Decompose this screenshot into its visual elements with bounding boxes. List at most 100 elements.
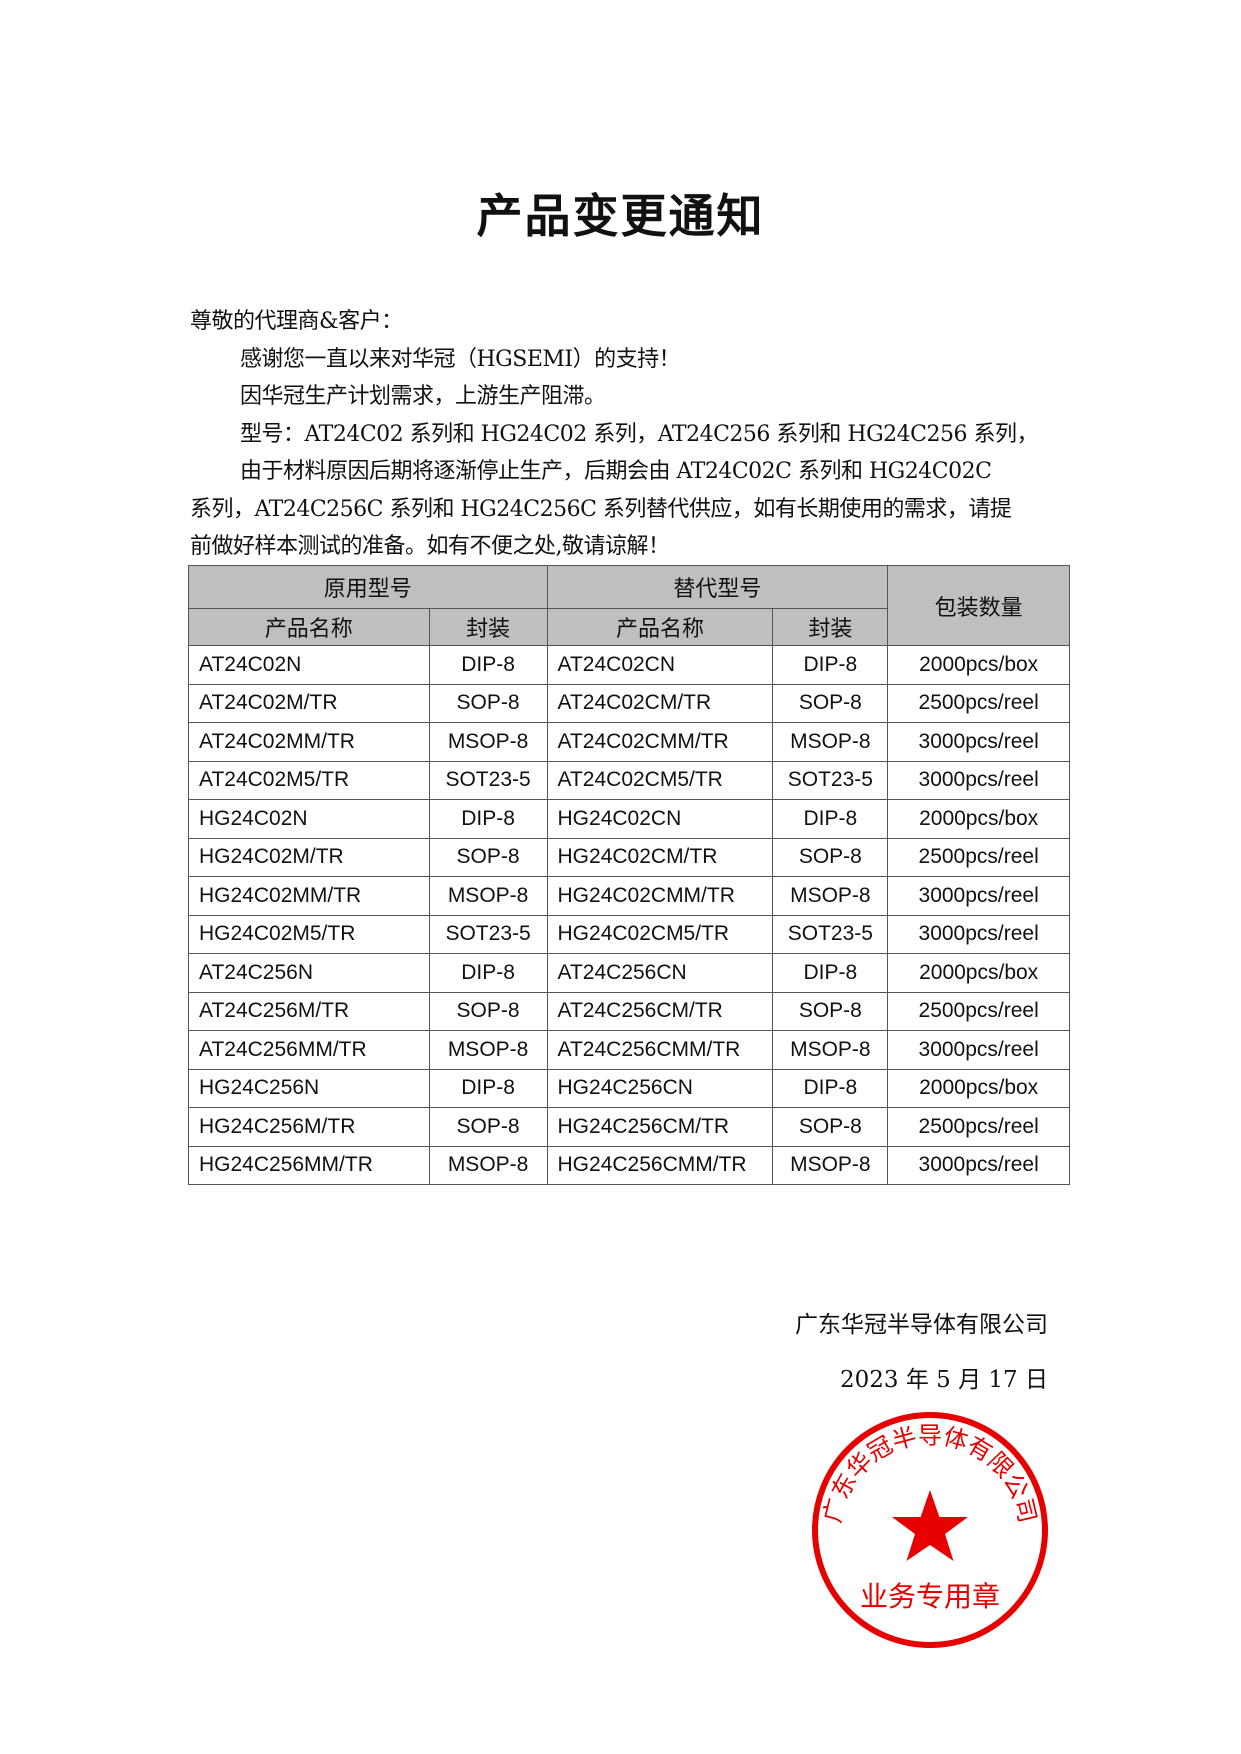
header-product-name: 产品名称: [188, 608, 430, 646]
original-product-name-cell: HG24C02N: [188, 799, 430, 839]
original-package-cell: SOP-8: [428, 1107, 548, 1147]
body-line: 前做好样本测试的准备。如有不便之处,敬请谅解！: [190, 534, 670, 559]
original-product-name-cell: HG24C02M/TR: [188, 837, 430, 877]
replacement-product-name-cell: AT24C02CN: [546, 645, 774, 685]
notice-body: 尊敬的代理商&客户： 感谢您一直以来对华冠（HGSEMI）的支持！ 因华冠生产计…: [190, 303, 1052, 566]
package-quantity-cell: 3000pcs/reel: [887, 1145, 1070, 1185]
replacement-product-name-cell: HG24C02CM/TR: [546, 837, 774, 877]
replacement-product-name-cell: HG24C02CM5/TR: [546, 914, 774, 954]
original-product-name-cell: HG24C256N: [188, 1068, 430, 1108]
table-row: AT24C256N DIP-8 AT24C256CN DIP-8 2000pcs/box: [188, 953, 1070, 993]
replacement-package-cell: MSOP-8: [772, 1030, 889, 1070]
replacement-product-name-cell: HG24C256CMM/TR: [546, 1145, 774, 1185]
original-product-name-cell: AT24C256N: [188, 953, 430, 993]
table-row: HG24C02N DIP-8 HG24C02CN DIP-8 2000pcs/box: [188, 799, 1070, 839]
body-line: 型号：AT24C02 系列和 HG24C02 系列，AT24C256 系列和 H…: [240, 421, 1038, 447]
table-row: HG24C256MM/TR MSOP-8 HG24C256CMM/TR MSOP-8 3…: [188, 1145, 1070, 1185]
table-row: HG24C02MM/TR MSOP-8 HG24C02CMM/TR MSOP-8 300…: [188, 876, 1070, 916]
body-line: 因华冠生产计划需求，上游生产阻滞。: [240, 384, 606, 409]
signature-date: 2023 年 5 月 17 日: [840, 1367, 1048, 1393]
table-row: AT24C02M5/TR SOT23-5 AT24C02CM5/TR SOT23-5 3…: [188, 760, 1070, 800]
original-product-name-cell: AT24C02N: [188, 645, 430, 685]
body-line: 感谢您一直以来对华冠（HGSEMI）的支持！: [240, 346, 681, 372]
replacement-product-name-cell: AT24C256CN: [546, 953, 774, 993]
package-quantity-cell: 2000pcs/box: [887, 953, 1070, 993]
replacement-package-cell: SOP-8: [772, 991, 889, 1031]
original-product-name-cell: HG24C02MM/TR: [188, 876, 430, 916]
greeting: 尊敬的代理商&客户：: [190, 309, 403, 334]
replacement-package-cell: SOP-8: [772, 683, 889, 723]
package-quantity-cell: 2000pcs/box: [887, 1068, 1070, 1108]
original-package-cell: SOP-8: [428, 991, 548, 1031]
package-quantity-cell: 2500pcs/reel: [887, 991, 1070, 1031]
replacement-package-cell: MSOP-8: [772, 722, 889, 762]
header-package: 封装: [772, 608, 889, 646]
body-line: 由于材料原因后期将逐渐停止生产，后期会由 AT24C02C 系列和 HG24C0…: [240, 459, 992, 484]
replacement-package-cell: SOT23-5: [772, 914, 889, 954]
header-product-name: 产品名称: [546, 608, 774, 646]
package-quantity-cell: 3000pcs/reel: [887, 914, 1070, 954]
table-row: AT24C02N DIP-8 AT24C02CN DIP-8 2000pcs/box: [188, 645, 1070, 685]
package-quantity-cell: 2500pcs/reel: [887, 1107, 1070, 1147]
original-package-cell: DIP-8: [428, 953, 548, 993]
original-package-cell: SOP-8: [428, 683, 548, 723]
package-quantity-cell: 3000pcs/reel: [887, 1030, 1070, 1070]
table-row: AT24C02M/TR SOP-8 AT24C02CM/TR SOP-8 2500pcs…: [188, 683, 1070, 723]
package-quantity-cell: 2000pcs/box: [887, 645, 1070, 685]
table-row: HG24C256M/TR SOP-8 HG24C256CM/TR SOP-8 2500p…: [188, 1107, 1070, 1147]
package-quantity-cell: 2500pcs/reel: [887, 683, 1070, 723]
original-product-name-cell: AT24C02M5/TR: [188, 760, 430, 800]
header-package: 封装: [428, 608, 548, 646]
package-quantity-cell: 3000pcs/reel: [887, 722, 1070, 762]
seal-ring: [812, 1412, 1048, 1648]
package-quantity-cell: 3000pcs/reel: [887, 760, 1070, 800]
replacement-package-cell: DIP-8: [772, 953, 889, 993]
replacement-product-name-cell: HG24C256CN: [546, 1068, 774, 1108]
header-replacement-model: 替代型号: [546, 565, 889, 609]
replacement-package-cell: MSOP-8: [772, 1145, 889, 1185]
replacement-product-name-cell: AT24C02CM/TR: [546, 683, 774, 723]
company-name: 广东华冠半导体有限公司: [795, 1312, 1048, 1338]
replacement-product-name-cell: AT24C02CMM/TR: [546, 722, 774, 762]
original-product-name-cell: AT24C256M/TR: [188, 991, 430, 1031]
original-package-cell: SOT23-5: [428, 760, 548, 800]
table-row: AT24C02MM/TR MSOP-8 AT24C02CMM/TR MSOP-8 300…: [188, 722, 1070, 762]
replacement-product-name-cell: HG24C256CM/TR: [546, 1107, 774, 1147]
replacement-package-cell: DIP-8: [772, 645, 889, 685]
replacement-package-cell: SOT23-5: [772, 760, 889, 800]
replacement-product-name-cell: HG24C02CN: [546, 799, 774, 839]
original-package-cell: MSOP-8: [428, 1030, 548, 1070]
company-seal: 广东华冠半导体有限公司 业务专用章: [812, 1412, 1048, 1648]
table-row: HG24C02M5/TR SOT23-5 HG24C02CM5/TR SOT23-5 3…: [188, 914, 1070, 954]
original-product-name-cell: HG24C256M/TR: [188, 1107, 430, 1147]
replacement-package-cell: SOP-8: [772, 1107, 889, 1147]
body-line: 系列，AT24C256C 系列和 HG24C256C 系列替代供应，如有长期使用…: [190, 496, 1012, 522]
replacement-product-name-cell: HG24C02CMM/TR: [546, 876, 774, 916]
original-product-name-cell: AT24C256MM/TR: [188, 1030, 430, 1070]
original-package-cell: MSOP-8: [428, 722, 548, 762]
replacement-product-name-cell: AT24C02CM5/TR: [546, 760, 774, 800]
table-row: HG24C256N DIP-8 HG24C256CN DIP-8 2000pcs/box: [188, 1068, 1070, 1108]
star-icon: [892, 1490, 968, 1561]
package-quantity-cell: 2000pcs/box: [887, 799, 1070, 839]
original-product-name-cell: AT24C02M/TR: [188, 683, 430, 723]
replacement-package-cell: MSOP-8: [772, 876, 889, 916]
original-package-cell: DIP-8: [428, 645, 548, 685]
table-row: AT24C256MM/TR MSOP-8 AT24C256CMM/TR MSOP-8 3…: [188, 1030, 1070, 1070]
original-product-name-cell: AT24C02MM/TR: [188, 722, 430, 762]
replacement-product-name-cell: AT24C256CM/TR: [546, 991, 774, 1031]
original-package-cell: SOT23-5: [428, 914, 548, 954]
seal-bottom-text: 业务专用章: [860, 1580, 1000, 1613]
original-product-name-cell: HG24C02M5/TR: [188, 914, 430, 954]
replacement-package-cell: DIP-8: [772, 799, 889, 839]
replacement-package-cell: SOP-8: [772, 837, 889, 877]
original-package-cell: DIP-8: [428, 1068, 548, 1108]
package-quantity-cell: 3000pcs/reel: [887, 876, 1070, 916]
header-original-model: 原用型号: [188, 565, 548, 609]
original-package-cell: SOP-8: [428, 837, 548, 877]
original-package-cell: MSOP-8: [428, 1145, 548, 1185]
original-product-name-cell: HG24C256MM/TR: [188, 1145, 430, 1185]
original-package-cell: DIP-8: [428, 799, 548, 839]
header-package-quantity: 包装数量: [887, 565, 1070, 646]
table-row: AT24C256M/TR SOP-8 AT24C256CM/TR SOP-8 2500p…: [188, 991, 1070, 1031]
